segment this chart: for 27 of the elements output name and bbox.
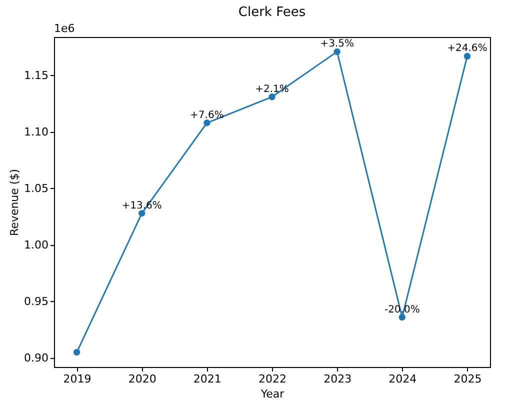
y-tick-label: 1.00: [24, 238, 48, 252]
y-axis-title: Revenue ($): [8, 169, 22, 236]
x-tick-label: 2023: [324, 372, 352, 386]
chart-title: Clerk Fees: [238, 5, 306, 20]
text: 1e6: [54, 22, 75, 35]
point: [464, 52, 471, 60]
annotation: +7.6%: [190, 110, 224, 121]
point: [138, 210, 146, 217]
point: [204, 120, 210, 126]
annotation: +24.6%: [447, 43, 488, 54]
x-tick-label: 2020: [128, 372, 156, 386]
point: [73, 348, 80, 356]
y-tick-label: 1.05: [24, 182, 48, 195]
x-tick-label: 2021: [193, 372, 222, 386]
point: [398, 314, 406, 321]
y-tick-label: 1.15: [24, 68, 48, 82]
x-tick-label: 2019: [63, 372, 92, 386]
y-tick-label: 1.10: [24, 125, 48, 138]
x-tick-label: 2025: [454, 372, 482, 386]
x-tick-label: 2022: [258, 372, 286, 386]
x-axis-title: Year: [260, 388, 285, 400]
point: [334, 48, 340, 56]
x-tick-label: 2024: [388, 372, 417, 386]
y-tick-label: 0.95: [24, 294, 48, 308]
point: [268, 94, 276, 100]
annotation: +3.5%: [320, 38, 354, 50]
y-tick-label: 0.90: [24, 351, 48, 364]
